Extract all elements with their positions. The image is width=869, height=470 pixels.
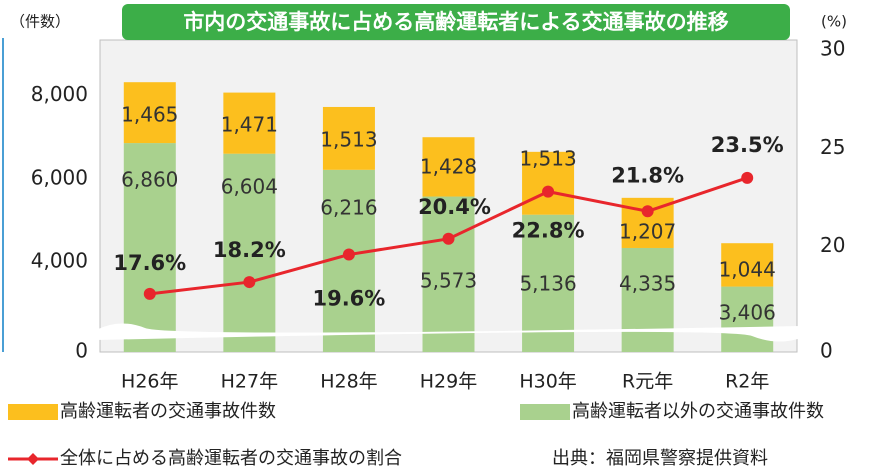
line-marker bbox=[542, 185, 555, 198]
y-tick-label: 8,000 bbox=[31, 82, 88, 106]
bar-segment bbox=[422, 137, 475, 197]
y-axis-label: （件数） bbox=[10, 13, 70, 31]
x-tick-label: H27年 bbox=[221, 371, 278, 393]
bar-segment bbox=[721, 286, 774, 352]
bar-segment bbox=[322, 106, 375, 170]
y2-tick-label: 30 bbox=[820, 37, 845, 61]
data-label: 1,465 bbox=[121, 103, 178, 127]
x-tick-label: H30年 bbox=[519, 371, 576, 393]
bar-segment bbox=[621, 247, 674, 352]
data-label: 4,335 bbox=[619, 272, 676, 296]
bar-segment bbox=[522, 151, 575, 215]
percent-label: 23.5% bbox=[711, 133, 784, 157]
legend-swatch bbox=[520, 404, 570, 420]
y-tick-label: 4,000 bbox=[31, 248, 88, 272]
percent-label: 20.4% bbox=[418, 195, 491, 219]
bar-segment bbox=[721, 243, 774, 287]
data-label: 6,604 bbox=[221, 175, 278, 199]
x-tick-label: R2年 bbox=[725, 371, 769, 393]
bar-segment bbox=[322, 169, 375, 352]
data-label: 6,216 bbox=[320, 196, 377, 220]
title-box bbox=[122, 4, 790, 40]
legend-marker bbox=[27, 453, 39, 465]
bar-segment bbox=[422, 196, 475, 352]
bar-segment bbox=[123, 143, 176, 352]
source: 出典：福岡県警察提供資料 bbox=[552, 448, 768, 469]
data-label: 3,406 bbox=[719, 301, 776, 325]
bar-segment bbox=[223, 92, 276, 154]
y-tick-label: 0 bbox=[75, 339, 88, 363]
legend-label: 全体に占める高齢運転者の交通事故の割合 bbox=[60, 448, 402, 469]
data-label: 1,513 bbox=[320, 128, 377, 152]
percent-label: 19.6% bbox=[312, 287, 385, 311]
y-tick-label: 6,000 bbox=[31, 165, 88, 189]
x-tick-label: H29年 bbox=[420, 371, 477, 393]
data-label: 1,207 bbox=[619, 220, 676, 244]
y2-tick-label: 20 bbox=[820, 233, 845, 257]
chart-title: 市内の交通事故に占める高齢運転者による交通事故の推移 bbox=[183, 10, 728, 34]
y2-axis-label: (%) bbox=[821, 13, 847, 31]
percent-label: 21.8% bbox=[611, 163, 684, 187]
data-label: 5,573 bbox=[420, 269, 477, 293]
bar-segment bbox=[522, 214, 575, 352]
data-label: 1,044 bbox=[719, 258, 776, 282]
line-marker bbox=[243, 276, 256, 289]
bar-segment bbox=[123, 82, 176, 144]
x-tick-label: R元年 bbox=[622, 371, 673, 393]
percent-label: 17.6% bbox=[113, 251, 186, 275]
x-tick-label: H26年 bbox=[121, 371, 178, 393]
line-marker bbox=[442, 232, 455, 245]
bar-segment bbox=[223, 153, 276, 352]
legend-label: 高齢運転者の交通事故件数 bbox=[60, 401, 276, 422]
data-label: 1,513 bbox=[519, 147, 576, 171]
percent-label: 18.2% bbox=[213, 238, 286, 262]
line-marker bbox=[143, 287, 156, 300]
data-label: 1,428 bbox=[420, 155, 477, 179]
percent-label: 22.8% bbox=[512, 219, 585, 243]
x-tick-label: H28年 bbox=[320, 371, 377, 393]
line-marker bbox=[342, 248, 355, 261]
y2-tick-label: 25 bbox=[820, 135, 845, 159]
y2-tick-label: 0 bbox=[820, 339, 833, 363]
legend-label: 高齢運転者以外の交通事故件数 bbox=[572, 401, 824, 422]
line-marker bbox=[641, 205, 654, 218]
axis-break bbox=[96, 323, 801, 342]
legend-swatch bbox=[8, 404, 58, 420]
data-label: 1,471 bbox=[221, 113, 278, 137]
line-marker bbox=[741, 171, 754, 184]
data-label: 6,860 bbox=[121, 168, 178, 192]
data-label: 5,136 bbox=[519, 272, 576, 296]
